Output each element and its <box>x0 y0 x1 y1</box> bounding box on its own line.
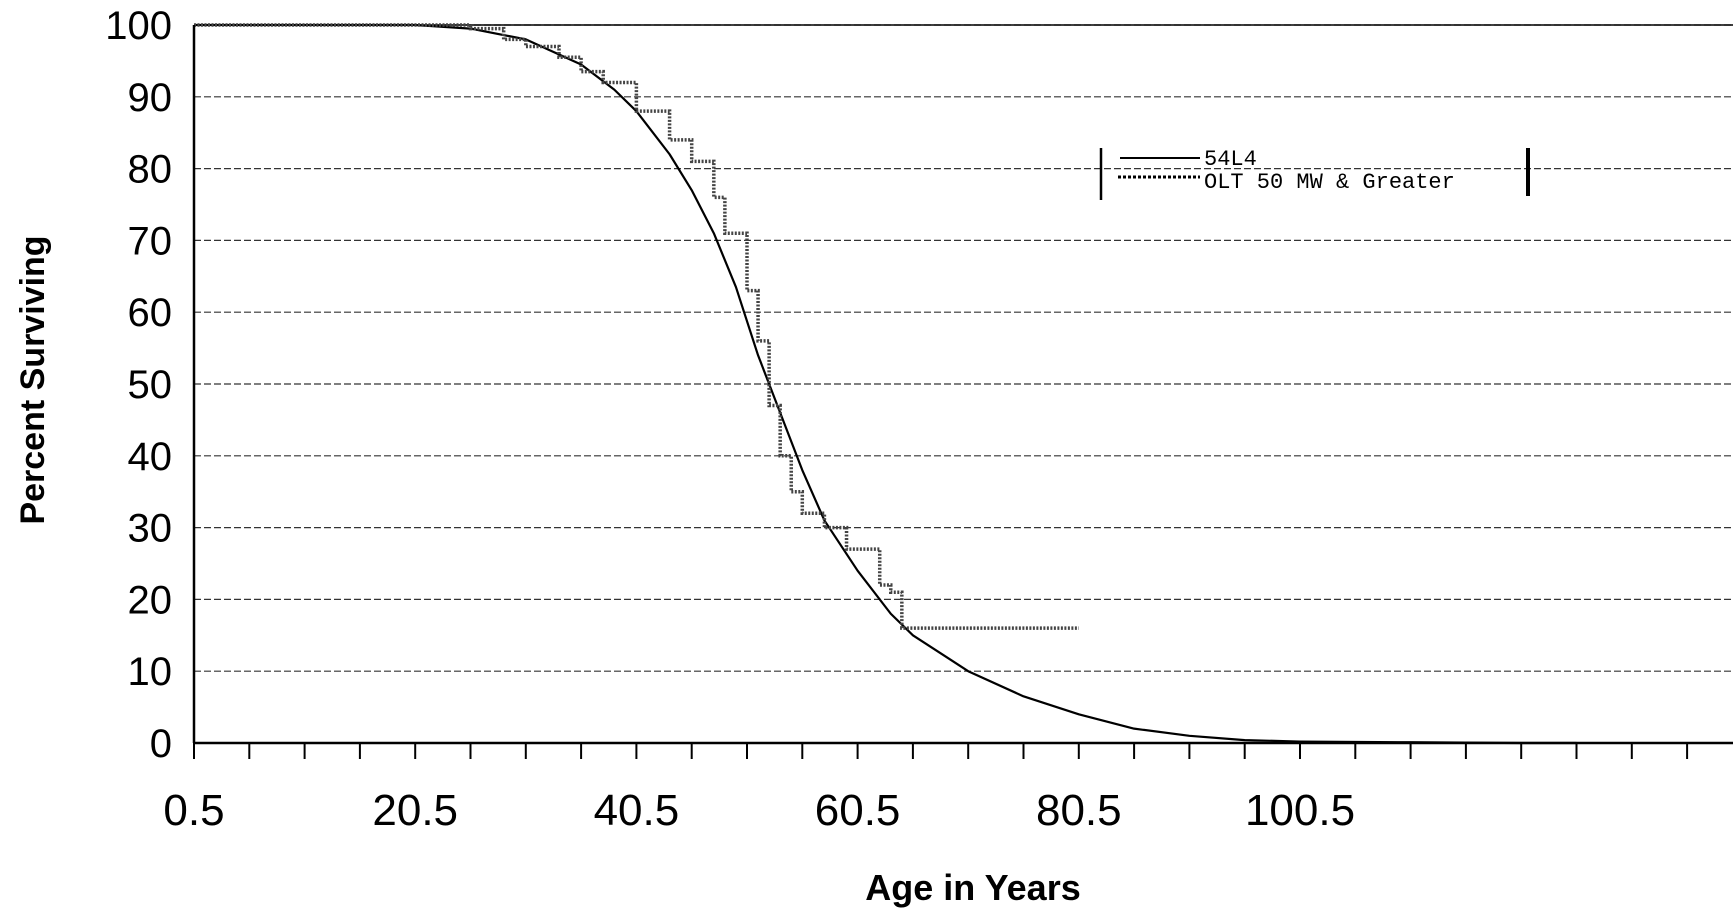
y-tick-label-10: 10 <box>128 650 173 694</box>
y-tick-label-30: 30 <box>128 507 173 551</box>
y-axis-title: Percent Surviving <box>14 235 52 524</box>
y-tick-label-40: 40 <box>128 435 173 479</box>
y-tick-labels: 0 10 20 30 40 50 60 70 80 90 100 <box>105 4 172 766</box>
legend: 54L4 OLT 50 MW & Greater <box>1099 147 1530 200</box>
y-tick-label-50: 50 <box>128 363 173 407</box>
x-tick-label-100.5: 100.5 <box>1245 786 1355 835</box>
x-tick-label-0.5: 0.5 <box>163 786 224 835</box>
y-tick-label-70: 70 <box>128 219 173 263</box>
legend-label-54l4: 54L4 <box>1204 147 1257 172</box>
y-tick-label-100: 100 <box>105 4 172 48</box>
y-tick-label-20: 20 <box>128 578 173 622</box>
x-tick-label-80.5: 80.5 <box>1036 786 1122 835</box>
series-line-olt-50mw <box>194 23 1079 630</box>
axes <box>192 25 1733 745</box>
x-tick-label-20.5: 20.5 <box>372 786 458 835</box>
grid-lines <box>194 24 1733 672</box>
y-tick-label-80: 80 <box>128 148 173 192</box>
legend-label-olt: OLT 50 MW & Greater <box>1204 170 1455 195</box>
series-layer <box>194 23 1577 745</box>
x-axis-title: Age in Years <box>865 867 1080 908</box>
y-tick-label-60: 60 <box>128 291 173 335</box>
x-tick-label-60.5: 60.5 <box>815 786 901 835</box>
x-ticks: 0.5 20.5 40.5 60.5 80.5 100.5 <box>163 743 1689 835</box>
y-tick-label-0: 0 <box>150 722 172 766</box>
series-line-54l4 <box>194 23 1577 745</box>
x-tick-label-40.5: 40.5 <box>594 786 680 835</box>
y-tick-label-90: 90 <box>128 76 173 120</box>
